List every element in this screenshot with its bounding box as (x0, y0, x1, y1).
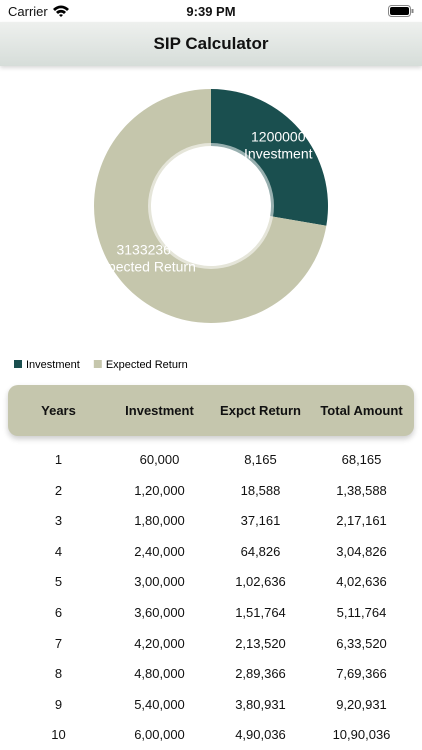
table-cell: 2,89,366 (235, 666, 286, 682)
table-cell: 3,00,000 (134, 574, 185, 590)
slice-category-label: Expected Return (92, 259, 196, 275)
nav-title: SIP Calculator (153, 34, 269, 53)
table-cell: 3 (54, 513, 63, 529)
table-cell: 2,40,000 (134, 543, 185, 559)
table-cell: 10 (51, 727, 66, 743)
table-header: Years Investment Expct Return Total Amount (8, 385, 414, 436)
status-bar: Carrier 9:39 PM (0, 0, 422, 22)
column-header: Investment (125, 403, 194, 418)
column-header: Total Amount (320, 403, 403, 418)
table-cell: 60,000 (139, 452, 180, 467)
table-cell: 68,165 (341, 452, 382, 467)
slice-category-label: Investment (244, 145, 313, 161)
table-cell: 3,04,826 (336, 543, 387, 559)
column-header: Years (41, 403, 76, 418)
table-cell: 1,20,000 (134, 482, 185, 498)
legend-swatch (93, 360, 102, 368)
table-cell: 1,51,764 (235, 605, 286, 620)
table-cell: 4,90,036 (235, 727, 286, 743)
table-cell: 4,20,000 (134, 635, 185, 651)
pie-slice (211, 89, 329, 226)
table-cell: 5,40,000 (134, 696, 185, 712)
table-cell: 4,02,636 (336, 574, 387, 590)
table-cell: 7 (54, 635, 63, 651)
table-cell: 1,38,588 (336, 482, 387, 498)
battery-icon (388, 5, 414, 17)
table-cell: 10,90,036 (332, 727, 391, 743)
legend-label: Expected Return (106, 359, 188, 371)
table-cell: 64,826 (240, 543, 281, 559)
pie-slice (94, 89, 327, 323)
table-cell: 9,20,931 (336, 696, 387, 712)
table-cell: 4,80,000 (134, 666, 185, 682)
table-cell: 3,80,931 (235, 696, 286, 712)
table-cell: 1 (54, 452, 63, 467)
table-cell: 8 (54, 666, 63, 682)
table-cell: 7,69,366 (336, 666, 387, 682)
table-cell: 5 (54, 574, 63, 590)
table-cell: 5,11,764 (336, 605, 387, 620)
table-cell: 2,17,161 (336, 513, 387, 529)
table-cell: 9 (54, 696, 63, 712)
table-cell: 2 (54, 482, 63, 498)
table-cell: 4 (54, 543, 63, 559)
slice-value-label: 3133236 (116, 242, 171, 258)
table-cell: 8,165 (244, 452, 277, 467)
legend-label: Investment (26, 359, 80, 371)
table-cell: 1,02,636 (235, 574, 286, 590)
table-cell: 6 (54, 605, 63, 620)
wifi-icon (53, 5, 69, 17)
table-cell: 1,80,000 (134, 513, 185, 529)
legend-swatch (14, 360, 22, 368)
table-cell: 37,161 (240, 513, 281, 529)
carrier: Carrier (8, 4, 48, 19)
table-cell: 6,33,520 (336, 635, 387, 651)
column-header: Expct Return (220, 403, 301, 418)
table-cell: 6,00,000 (134, 727, 185, 743)
donut-hole (154, 149, 268, 263)
slice-value-label: 1200000 (251, 128, 306, 144)
table-cell: 3,60,000 (134, 605, 185, 620)
nav-bar: SIP Calculator (0, 22, 422, 66)
table-cell: 2,13,520 (235, 635, 286, 651)
table-cell: 18,588 (240, 482, 281, 498)
clock: 9:39 PM (186, 4, 236, 19)
